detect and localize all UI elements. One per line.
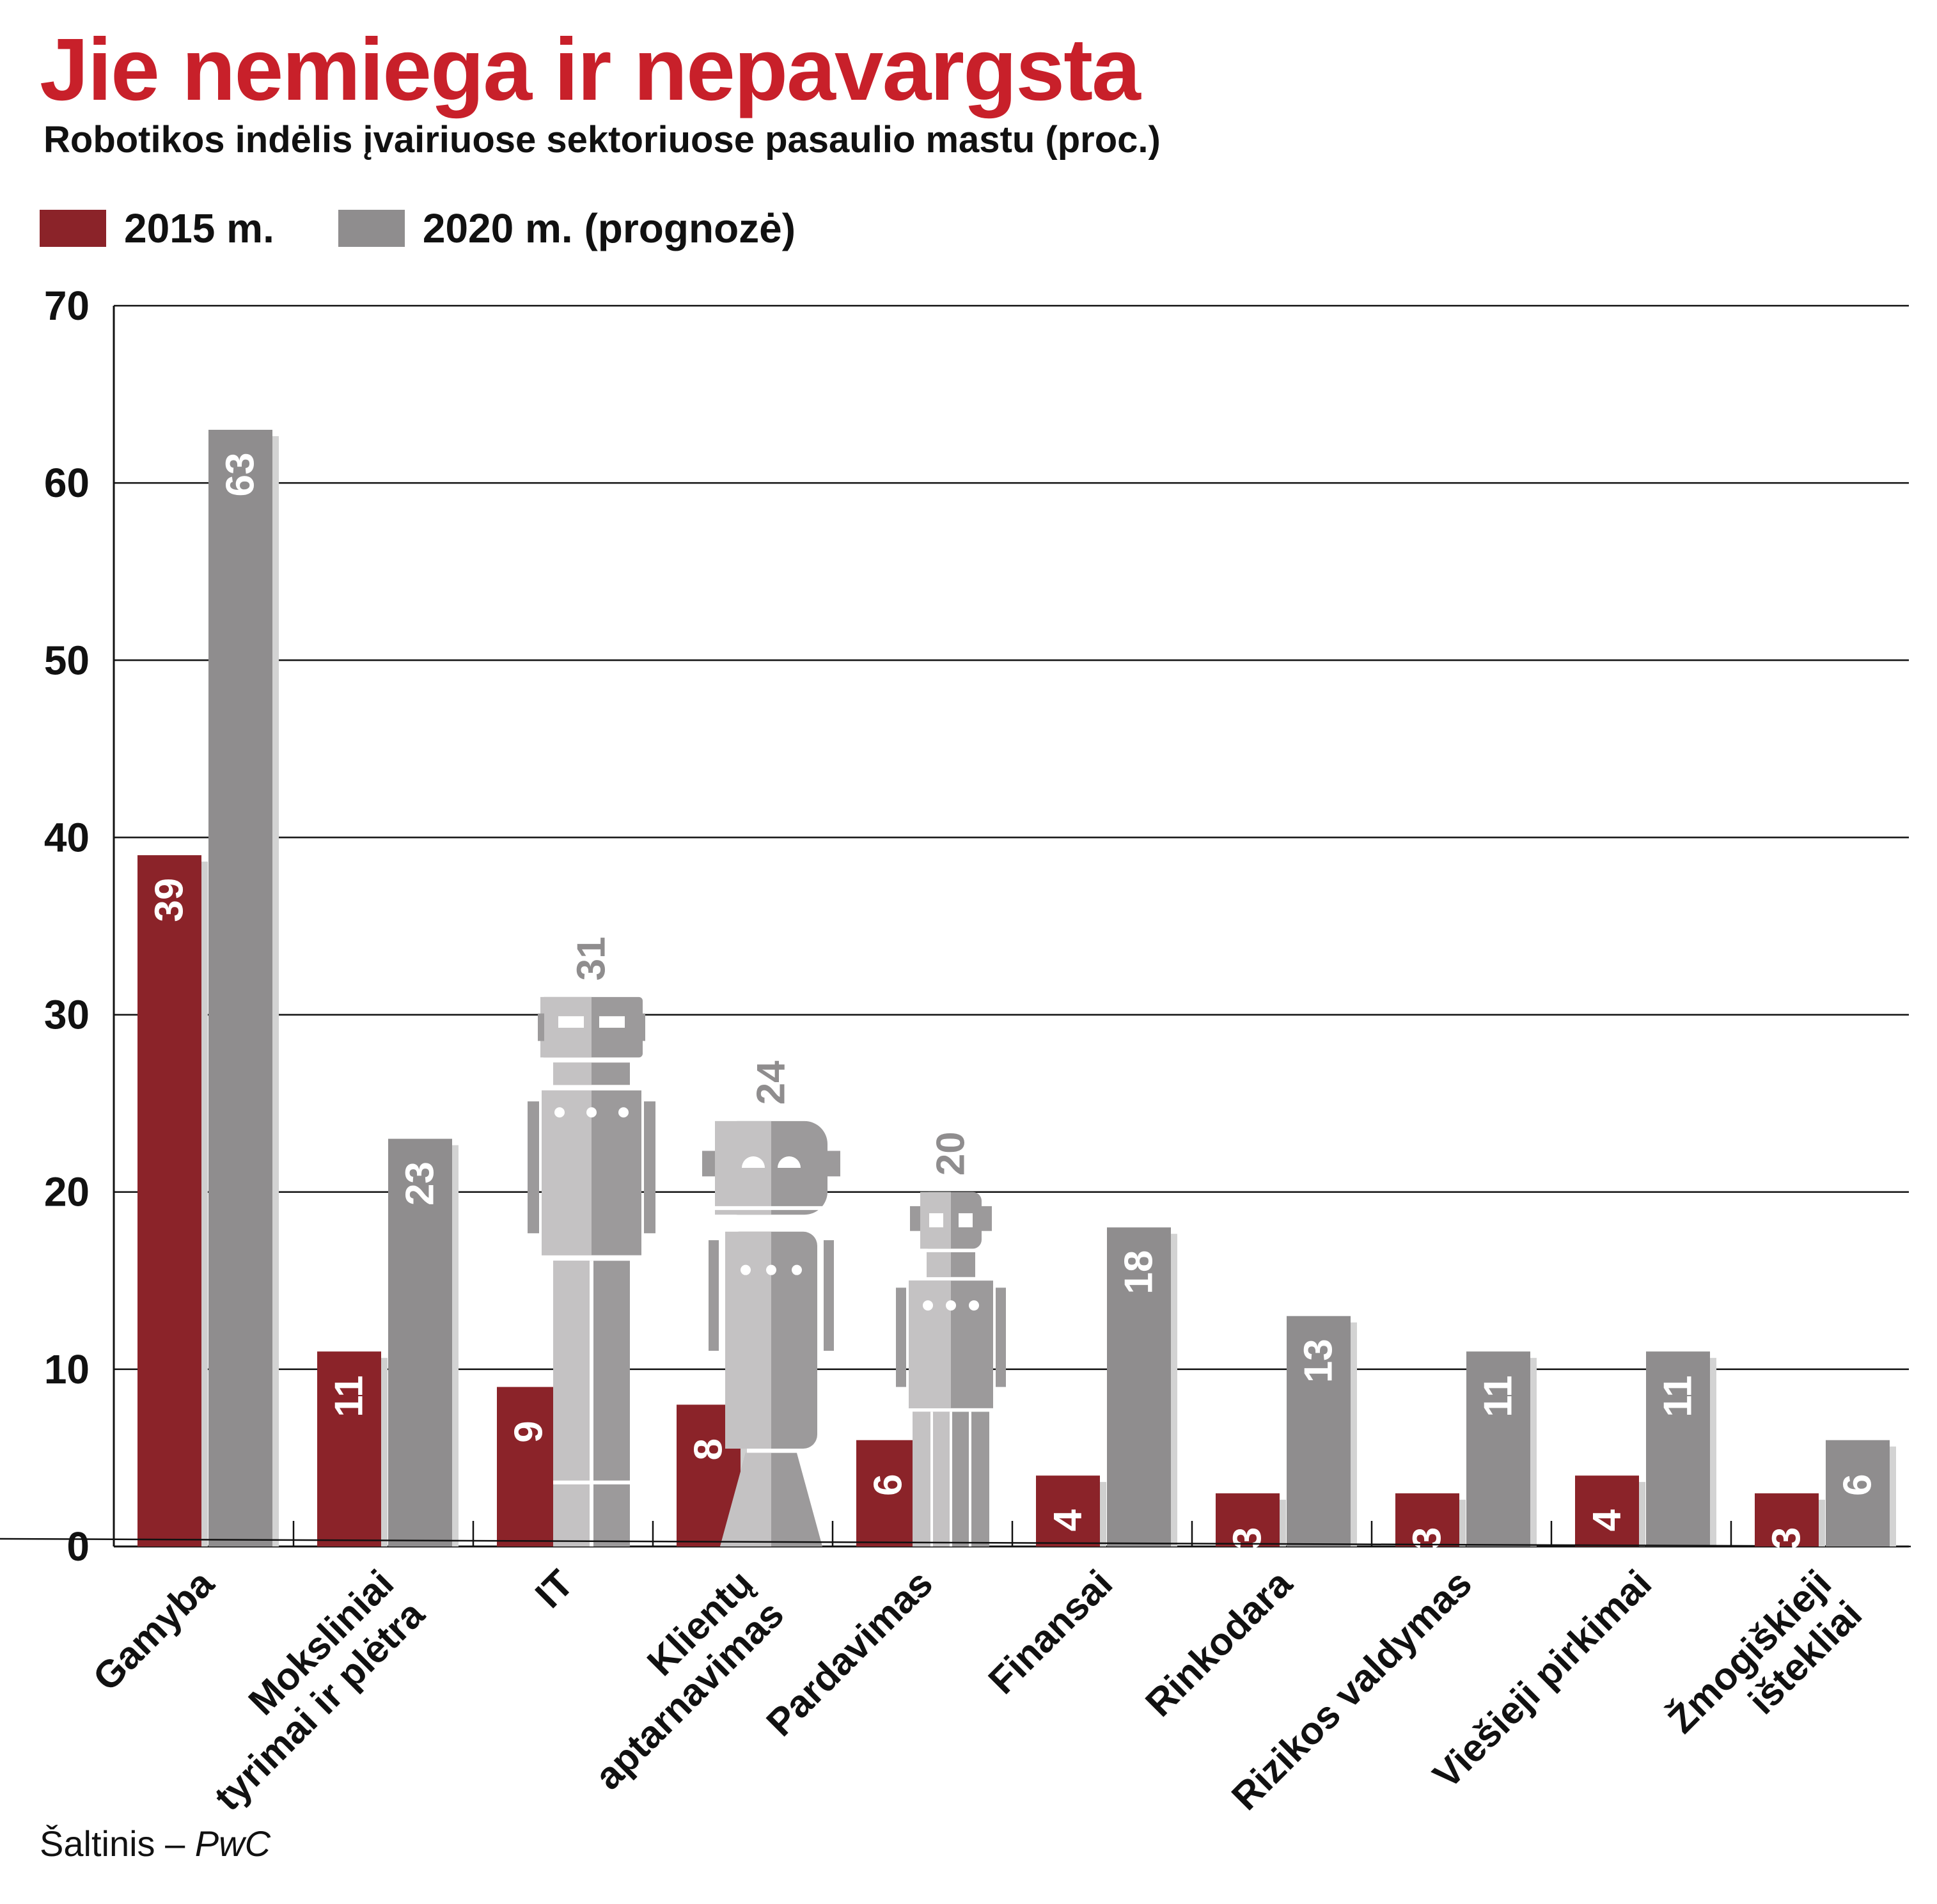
bar-value-label-2020-rinkodara: 13 — [1297, 1339, 1341, 1383]
robot-torso — [909, 1280, 993, 1408]
bar-value-label-2020-pardavimas: 20 — [929, 1131, 973, 1176]
bar-value-label-2015-vie-ieji-pirkimai: 4 — [1585, 1509, 1629, 1531]
robot-neck — [927, 1252, 975, 1277]
robot-eye-left — [742, 1156, 765, 1168]
robot-arm-right — [996, 1287, 1006, 1387]
robot-eye-left — [929, 1213, 943, 1227]
legend-swatch-2015 — [40, 210, 106, 247]
robot-torso — [542, 1090, 641, 1255]
category-tick-9 — [0, 1538, 1911, 1548]
bar-value-label-2020-moksliniai-tyrimai-ir-pl-tra: 23 — [398, 1161, 443, 1206]
bar-value-label-2015-gamyba: 39 — [148, 878, 192, 922]
y-tick-label-0: 0 — [67, 1523, 90, 1570]
y-tick-label-60: 60 — [44, 460, 90, 506]
y-tick-label-10: 10 — [44, 1346, 90, 1392]
source-note: Šaltinis – PwC — [40, 1826, 271, 1862]
x-tick-label-pardavimas: Pardavimas — [758, 1562, 941, 1745]
bar-value-label-2015-moksliniai-tyrimai-ir-pl-tra: 11 — [327, 1375, 372, 1417]
robot-eye-right — [599, 1016, 625, 1028]
y-tick-label-50: 50 — [44, 637, 90, 683]
bar-2015-rinkodara — [1216, 1493, 1280, 1546]
bar-2015-rizikos-valdymas — [1395, 1493, 1459, 1546]
robot-bar-it — [528, 996, 655, 1546]
bar-2015-moksliniai-tyrimai-ir-pl-tra — [317, 1351, 381, 1546]
bar-value-label-2020-it: 31 — [570, 936, 614, 980]
robot-head — [715, 1121, 827, 1215]
x-tick-label-finansai: Finansai — [980, 1562, 1120, 1702]
bar-2015-mogi-kieji-i-tekliai — [1755, 1493, 1819, 1546]
robot-eye-left — [558, 1016, 584, 1028]
bar-value-label-2020-vie-ieji-pirkimai: 11 — [1656, 1375, 1700, 1417]
x-tick-label-mogi-kieji-i-tekliai: Žmogiškiejiištekliai — [1659, 1562, 1870, 1772]
y-tick-label-70: 70 — [44, 283, 90, 329]
bar-value-label-2015-mogi-kieji-i-tekliai: 3 — [1765, 1527, 1809, 1549]
x-tick-label-it: IT — [527, 1562, 581, 1616]
y-tick-label-20: 20 — [44, 1169, 90, 1215]
x-tick-label-rinkodara: Rinkodara — [1137, 1561, 1300, 1724]
bar-2015-pardavimas — [856, 1440, 920, 1546]
bar-value-label-2015-it: 9 — [507, 1420, 551, 1442]
bar-2020-gamyba — [208, 430, 272, 1546]
robot-head — [540, 996, 643, 1058]
bar-value-label-2015-rizikos-valdymas: 3 — [1406, 1527, 1450, 1549]
bar-value-label-2015-klient-aptarnavimas: 8 — [687, 1438, 731, 1460]
robot-eye-right — [959, 1213, 973, 1227]
source-org: PwC — [194, 1823, 271, 1864]
legend-item-2015: 2015 m. — [40, 208, 274, 249]
robot-arm-right — [824, 1240, 834, 1351]
bar-2015-it — [497, 1387, 561, 1546]
bar-2020-moksliniai-tyrimai-ir-pl-tra — [388, 1138, 452, 1546]
bar-value-label-2020-gamyba: 63 — [219, 453, 263, 497]
bar-2015-gamyba — [137, 855, 201, 1546]
robot-bar-pardavimas — [896, 1192, 1006, 1546]
x-tick-label-gamyba: Gamyba — [84, 1561, 222, 1699]
y-tick-label-30: 30 — [44, 992, 90, 1038]
robot-bar-klient-aptarnavimas — [702, 1121, 840, 1546]
bar-2020-finansai — [1107, 1227, 1171, 1546]
robot-arm-left — [709, 1240, 719, 1351]
robot-arm-left — [896, 1287, 906, 1387]
chart-title: Jie nemiega ir nepavargsta — [40, 20, 1141, 119]
chart-subtitle: Robotikos indėlis įvairiuose sektoriuose… — [43, 119, 1161, 161]
legend-item-2020: 2020 m. (prognozė) — [338, 208, 796, 249]
bar-2020-vie-ieji-pirkimai — [1646, 1351, 1710, 1546]
bar-value-label-2020-mogi-kieji-i-tekliai: 6 — [1836, 1474, 1880, 1495]
robot-arm-right — [644, 1101, 655, 1234]
bar-2020-rinkodara — [1287, 1316, 1351, 1546]
bar-value-label-2020-finansai: 18 — [1117, 1250, 1161, 1294]
bar-2015-finansai — [1036, 1475, 1100, 1546]
legend-label-2020: 2020 m. (prognozė) — [422, 205, 796, 251]
bar-2015-vie-ieji-pirkimai — [1575, 1475, 1639, 1546]
bar-value-label-2015-finansai: 4 — [1046, 1509, 1090, 1531]
bar-value-label-2020-klient-aptarnavimas: 24 — [749, 1060, 794, 1105]
legend-label-2015: 2015 m. — [124, 205, 274, 251]
robot-eye-right — [778, 1156, 801, 1168]
legend: 2015 m. 2020 m. (prognozė) — [40, 208, 859, 249]
x-tick-label-klient-aptarnavimas: Klientųaptarnavimas — [556, 1562, 792, 1798]
robot-torso — [725, 1231, 817, 1449]
robot-neck — [553, 1062, 630, 1085]
legend-swatch-2020 — [338, 210, 405, 247]
bar-2020-rizikos-valdymas — [1466, 1351, 1530, 1546]
bar-value-label-2015-pardavimas: 6 — [867, 1474, 911, 1495]
y-tick-label-40: 40 — [44, 814, 90, 860]
bar-2020-mogi-kieji-i-tekliai — [1826, 1440, 1890, 1546]
bar-value-label-2015-rinkodara: 3 — [1226, 1527, 1270, 1549]
source-prefix: Šaltinis – — [40, 1823, 195, 1864]
bar-value-label-2020-rizikos-valdymas: 11 — [1477, 1375, 1521, 1417]
robot-arm-left — [528, 1101, 539, 1234]
